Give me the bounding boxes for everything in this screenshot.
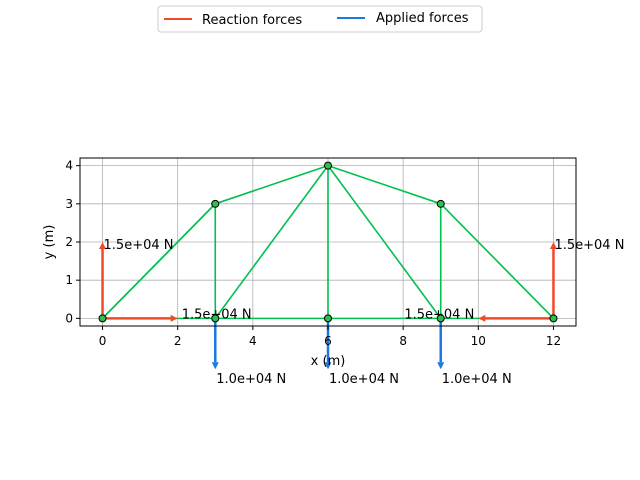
- y-tick-label: 4: [65, 159, 73, 173]
- truss-member: [327, 164, 441, 205]
- truss-node: [436, 199, 445, 208]
- legend-label-applied: Applied forces: [376, 11, 469, 26]
- truss-node: [211, 314, 220, 323]
- force-arrow-head: [99, 242, 107, 250]
- y-axis-label: y (m): [42, 225, 57, 260]
- x-tick-label: 12: [546, 334, 561, 348]
- truss-member: [327, 165, 442, 319]
- truss-member: [215, 164, 329, 205]
- force-arrow-head: [324, 362, 332, 370]
- y-tick-label: 1: [65, 273, 73, 287]
- truss-member: [101, 203, 216, 319]
- y-tick-label: 2: [65, 235, 73, 249]
- x-tick-label: 0: [99, 334, 107, 348]
- x-tick-label: 10: [471, 334, 486, 348]
- force-label: 1.0e+04 N: [442, 372, 512, 387]
- force-arrow-head: [211, 362, 219, 370]
- force-label: 1.0e+04 N: [216, 372, 286, 387]
- x-tick-label: 2: [174, 334, 182, 348]
- force-arrow-head: [437, 362, 445, 370]
- legend-label-reaction: Reaction forces: [202, 13, 302, 28]
- truss-member: [440, 203, 555, 319]
- x-tick-label: 4: [249, 334, 257, 348]
- force-arrow-head: [549, 242, 557, 250]
- force-arrows: 1.5e+04 N1.5e+04 N1.5e+04 N1.5e+04 N1.0e…: [99, 238, 624, 387]
- truss-node: [98, 314, 107, 323]
- legend: Reaction forces Applied forces: [157, 5, 483, 33]
- legend-box: [157, 5, 483, 33]
- truss-node: [436, 314, 445, 323]
- truss-nodes: [98, 161, 558, 323]
- force-label: 1.5e+04 N: [554, 238, 624, 253]
- y-tick-label: 0: [65, 311, 73, 325]
- x-tick-label: 6: [324, 334, 332, 348]
- force-arrow-head: [170, 314, 178, 322]
- truss-member: [214, 165, 329, 319]
- x-tick-label: 8: [399, 334, 407, 348]
- truss-node: [324, 161, 332, 170]
- x-axis-label: x (m): [311, 354, 346, 369]
- truss-node: [549, 314, 558, 323]
- force-label: 1.0e+04 N: [329, 372, 399, 387]
- y-tick-label: 3: [65, 197, 73, 211]
- force-arrow-head: [478, 314, 486, 322]
- truss-node: [211, 199, 220, 208]
- force-label: 1.5e+04 N: [104, 238, 174, 253]
- truss-node: [324, 314, 332, 323]
